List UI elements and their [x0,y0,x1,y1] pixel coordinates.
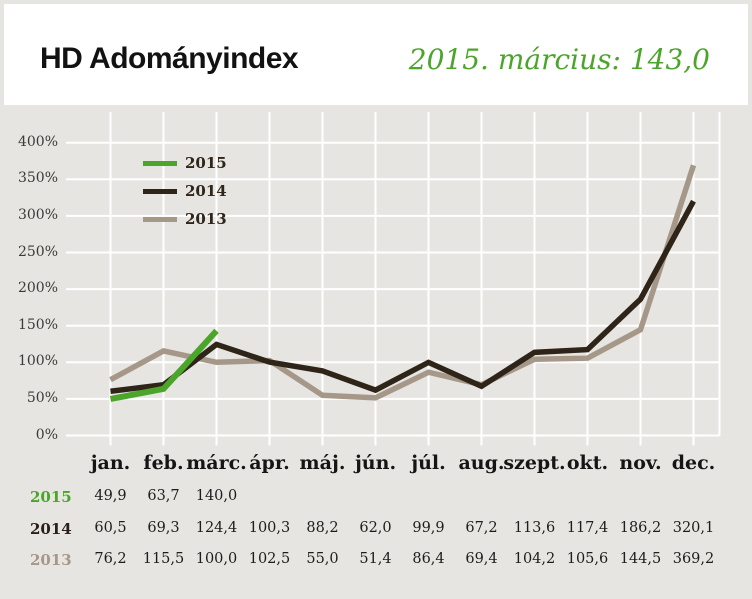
month-label: szept. [503,452,566,474]
legend-swatch-2015 [143,160,177,166]
table-cell: 186,2 [619,519,662,536]
legend-item-2015: 2015 [143,149,227,177]
chart-line-2013 [109,164,697,401]
y-tick-label: 400% [17,133,58,150]
table-cell: 144,5 [619,551,662,567]
legend-label: 2015 [185,154,227,172]
legend-item-2014: 2014 [143,177,227,205]
month-label: márc. [186,452,247,474]
y-tick-label: 0% [35,426,58,443]
y-tick-label: 100% [17,353,58,370]
legend-swatch-2014 [143,188,177,194]
table-cell: 124,4 [195,519,238,536]
table-cell: 140,0 [195,488,238,504]
month-label: aug. [458,452,505,474]
table-cell: 113,6 [513,519,556,536]
table-cell: 60,5 [94,519,127,536]
legend-label: 2013 [185,210,227,228]
table-cell: 49,9 [94,488,127,504]
table-cell: 115,5 [142,551,185,567]
chart-line-2014 [110,199,696,394]
table-cell: 369,2 [672,551,715,567]
table-cell: 51,4 [359,551,392,567]
table-cell: 320,1 [672,519,715,536]
legend-label: 2014 [185,182,227,200]
y-tick-label: 250% [17,243,58,260]
chart-line-2015 [109,328,219,402]
month-label: okt. [566,452,609,474]
month-label: nov. [619,452,662,474]
month-label: máj. [299,452,346,474]
table-cell: 76,2 [94,551,127,567]
month-label: dec. [671,452,716,474]
header-card: HD Adományindex 2015. március: 143,0 [4,4,748,105]
table-cell: 105,6 [566,551,609,567]
table-cell: 100,0 [195,551,238,567]
table-cell: 102,5 [248,551,291,567]
month-label: ápr. [249,452,290,474]
y-tick-label: 200% [17,280,58,297]
table-cell: 104,2 [513,551,556,567]
table-cell: 63,7 [147,488,180,504]
month-label: jan. [90,452,131,474]
legend-item-2013: 2013 [143,205,227,233]
table-cell: 86,4 [412,551,445,567]
table-row-label-2015: 2015 [30,488,72,506]
month-label: jún. [354,452,397,474]
table-row-label-2014: 2014 [30,519,72,538]
month-label: feb. [143,452,184,474]
table-cell: 62,0 [359,519,392,536]
month-label: júl. [411,452,446,474]
table-cell: 88,2 [306,519,339,536]
legend-swatch-2013 [143,216,177,222]
y-tick-label: 50% [26,389,58,406]
table-cell: 67,2 [465,519,498,536]
table-cell: 99,9 [412,519,445,536]
headline-current-value: 2015. március: 143,0 [408,43,710,76]
table-row-label-2013: 2013 [30,551,72,569]
y-tick-label: 300% [17,206,58,223]
table-cell: 55,0 [306,551,339,567]
y-tick-label: 350% [17,170,58,187]
y-tick-label: 150% [17,316,58,333]
chart-legend: 2015 2014 2013 [143,149,227,233]
table-cell: 69,4 [465,551,498,567]
table-cell: 117,4 [566,519,609,536]
table-cell: 100,3 [248,519,291,536]
table-cell: 69,3 [147,519,180,536]
page-title: HD Adományindex [40,42,299,75]
